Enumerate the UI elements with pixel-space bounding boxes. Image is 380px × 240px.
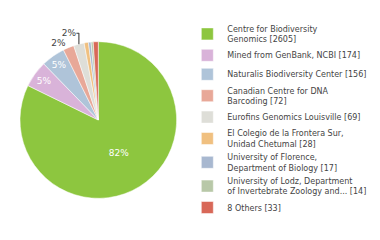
svg-text:Centre for BiodiversityGenomic: Centre for BiodiversityGenomics [2605]	[227, 25, 317, 44]
svg-text:University of Florence,Departm: University of Florence,Department of Bio…	[227, 153, 337, 172]
svg-text:Eurofins Genomics Louisville [: Eurofins Genomics Louisville [69]	[227, 113, 360, 122]
svg-text:Mined from GenBank, NCBI [174]: Mined from GenBank, NCBI [174]	[227, 51, 360, 60]
svg-text:82%: 82%	[109, 148, 129, 158]
svg-text:El Colegio de la Frontera Sur,: El Colegio de la Frontera Sur,Unidad Che…	[227, 129, 343, 148]
svg-text:Naturalis Biodiversity Center: Naturalis Biodiversity Center [156]	[227, 70, 366, 79]
svg-text:5%: 5%	[37, 76, 52, 86]
svg-text:8 Others [33]: 8 Others [33]	[227, 204, 280, 213]
svg-text:2%: 2%	[51, 38, 66, 48]
svg-text:2%: 2%	[62, 28, 77, 38]
svg-text:Canadian Centre for DNABarcodi: Canadian Centre for DNABarcoding [72]	[227, 87, 328, 106]
svg-text:University of Lodz, Department: University of Lodz, Departmentof Inverte…	[227, 177, 366, 196]
svg-text:5%: 5%	[52, 60, 67, 70]
